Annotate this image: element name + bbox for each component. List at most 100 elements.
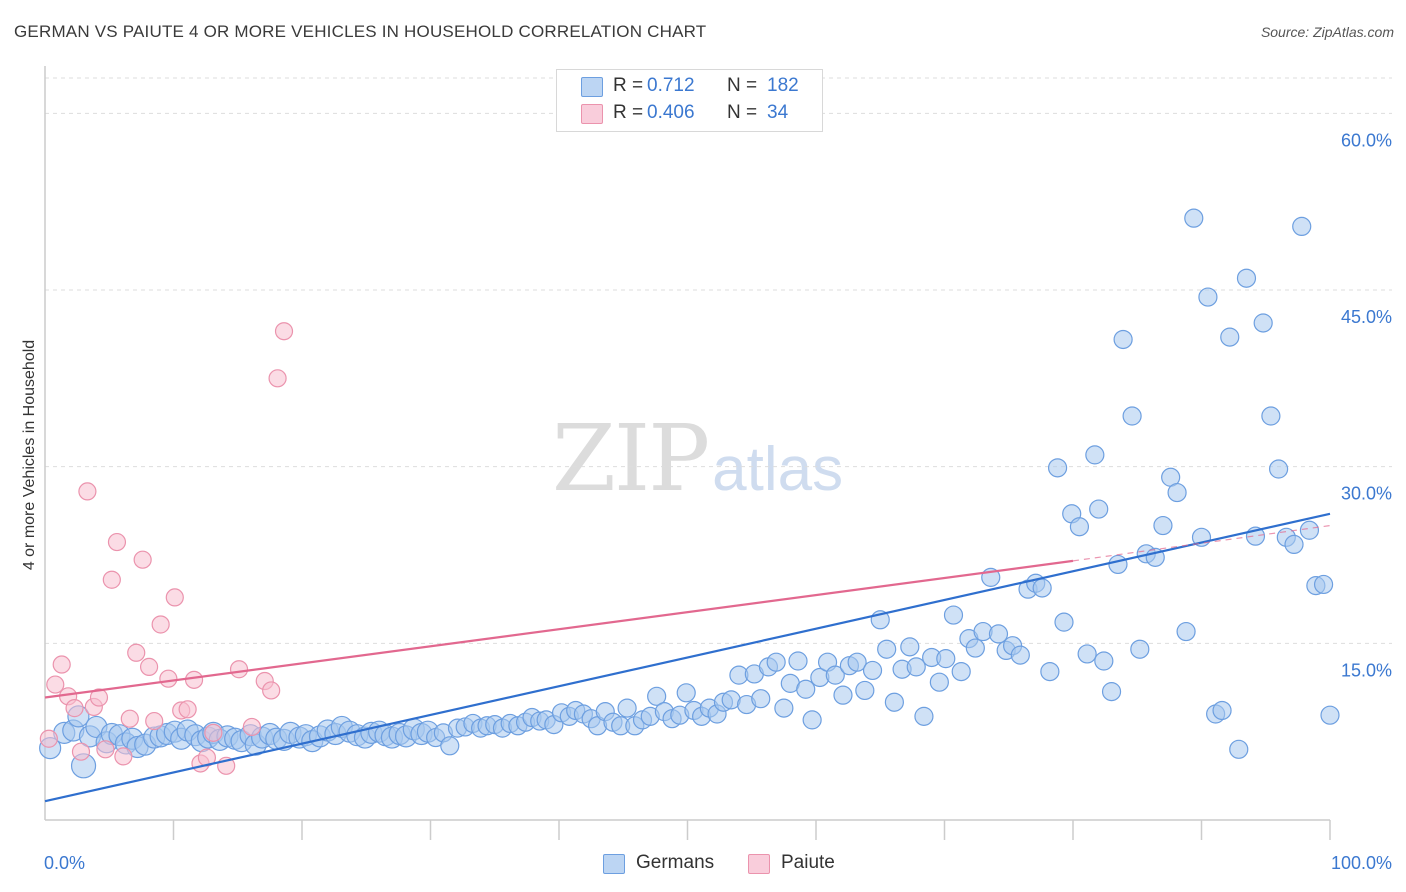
germans-point [1184,208,1204,228]
germans-point [440,736,460,756]
germans-point [943,605,964,625]
paiute-point [165,588,184,607]
paiute-point [151,615,170,634]
germans-point [914,706,934,726]
germans-point [1167,482,1187,503]
germans-point [751,689,771,709]
germans-point [906,657,926,677]
germans-point [862,660,883,681]
germans-point [1089,499,1109,519]
paiute-point [65,699,84,718]
bottom-legend-paiute-label: Paiute [781,852,835,873]
paiute-point [102,570,121,589]
y-axis-title: 4 or more Vehicles in Household [21,339,38,571]
germans-point [1047,458,1068,478]
germans-point [617,698,637,718]
germans-point [900,637,920,657]
y-tick-label: 45.0% [1341,307,1392,327]
germans-point [788,651,808,671]
germans-swatch [603,854,625,874]
germans-point [676,683,696,703]
paiute-point [274,322,294,341]
germans-point [1094,651,1114,671]
germans-point [965,638,985,658]
germans-point [1268,459,1289,479]
germans-point [1054,612,1074,632]
paiute-point [78,482,97,501]
germans-trend-line [44,512,1331,803]
germans-point [1153,515,1173,536]
germans-point [929,672,949,692]
paiute-point [120,709,139,728]
paiute-point [107,532,127,552]
germans-point [1236,268,1257,288]
y-tick-label: 15.0% [1341,660,1392,680]
germans-point [1292,216,1312,236]
germans-swatch [581,77,603,97]
germans-point [1320,705,1340,725]
germans-point [825,665,845,685]
paiute-point [145,711,164,731]
germans-point [1032,578,1052,598]
germans-point [988,624,1009,644]
paiute-swatch [581,104,603,124]
legend-n-value: 182 [767,75,799,96]
paiute-point [133,550,152,569]
paiute-point [242,717,261,737]
paiute-point [229,660,249,679]
paiute-trend-line [44,559,1074,699]
paiute-point [262,681,281,700]
germans-point [1108,554,1128,575]
paiute-point [178,700,197,719]
legend-r-value: 0.406 [647,102,695,123]
legend-n-label: N = [727,75,758,96]
paiute-point [46,675,65,694]
germans-point [1010,645,1030,665]
paiute-point [127,643,146,662]
germans-point [1130,639,1150,659]
germans-point [833,685,853,705]
germans-point [1229,739,1249,759]
germans-point [855,680,875,701]
paiute-point [52,655,71,674]
germans-point [1176,621,1196,642]
legend-n-label: N = [727,102,758,123]
paiute-point [89,688,109,707]
legend: R = 0.712 N = 182 R = 0.406 N = 34 [556,69,823,132]
germans-point [647,686,667,706]
germans-point [774,698,794,718]
germans-point [1313,574,1334,595]
source-label: Source: ZipAtlas.com [1260,24,1394,40]
germans-point [802,710,822,730]
germans-point [1284,534,1304,555]
germans-point [796,679,816,699]
paiute-point [204,723,223,742]
paiute-point [71,742,91,761]
germans-point [1040,661,1060,682]
watermark: ZIPatlas [552,405,843,512]
germans-point [936,649,956,669]
germans-point [877,639,897,659]
paiute-point [96,740,115,759]
legend-r-label: R = [613,75,644,96]
paiute-point [39,729,58,748]
germans-point [1077,644,1097,664]
paiute-point [268,369,287,388]
x-tick-label: 100.0% [1331,853,1392,873]
bottom-legend-germans-label: Germans [636,852,715,873]
legend-r-label: R = [613,102,644,123]
legend-n-value: 34 [767,102,789,123]
germans-point [1198,287,1218,307]
germans-point [884,692,904,712]
watermark-atlas: atlas [712,435,844,504]
y-tick-label: 30.0% [1341,484,1392,504]
watermark-zip: ZIP [552,405,710,512]
germans-point [951,661,971,682]
germans-point [1220,327,1240,347]
paiute-point [159,669,178,688]
germans-point [1101,682,1122,702]
germans-point [1113,329,1133,350]
paiute-point [197,748,217,767]
germans-point [766,652,786,672]
